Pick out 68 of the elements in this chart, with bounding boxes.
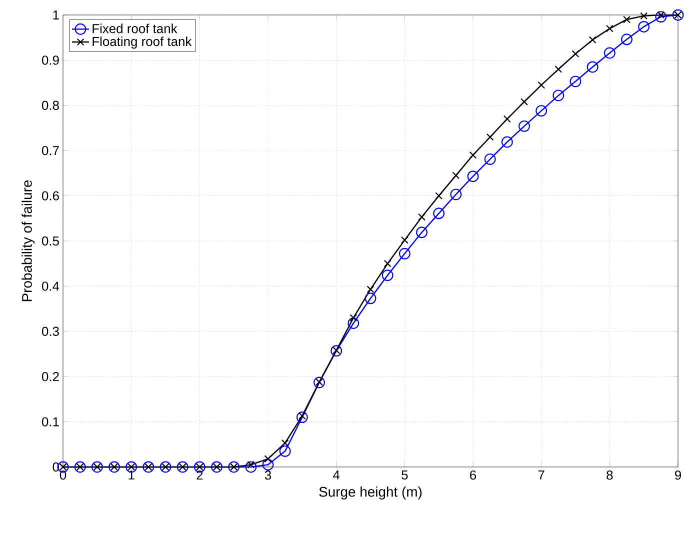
point (640, 12, 648, 20)
point (296, 412, 308, 423)
point (435, 192, 443, 200)
x-tick-label: 3 (264, 470, 272, 480)
point (623, 16, 630, 24)
point (330, 345, 342, 357)
y-tick-label: 1 (53, 10, 59, 20)
point (572, 50, 580, 58)
x-tick-label: 7 (538, 470, 544, 480)
y-tick-label: 0.4 (42, 282, 60, 291)
y-tick-label: 0.6 (42, 191, 59, 200)
x-tick-label: 1 (128, 470, 134, 480)
point (433, 208, 445, 220)
y-tick-label: 0.5 (42, 236, 59, 246)
point (366, 286, 374, 294)
point (520, 98, 528, 106)
y-tick-label: 0.2 (42, 372, 59, 382)
point (501, 136, 513, 148)
x-tick-label: 0 (60, 470, 66, 480)
point (638, 21, 650, 32)
point (416, 226, 428, 238)
point (400, 236, 408, 244)
x-tick-label: 6 (470, 470, 476, 480)
point (264, 455, 272, 463)
point (350, 314, 358, 322)
legend-label: Fixed roof tank (92, 24, 178, 34)
point (262, 458, 274, 470)
point (588, 36, 596, 44)
point (281, 439, 289, 447)
point (570, 76, 582, 88)
y-tick-label: 0.8 (42, 100, 59, 110)
point (314, 376, 325, 388)
x-tick-label: 8 (606, 470, 613, 480)
y-tick-label: 0.3 (42, 326, 59, 336)
point (621, 34, 632, 46)
point (536, 105, 548, 117)
y-tick-label: 0.9 (42, 56, 59, 65)
point (450, 188, 462, 200)
point (382, 270, 394, 282)
point (348, 318, 360, 329)
x-tick-label: 9 (675, 470, 681, 480)
x-axis-title: Surge height (m) (319, 486, 422, 500)
point (518, 120, 530, 132)
point (606, 24, 614, 32)
x-tick-label: 4 (333, 470, 340, 480)
point (467, 170, 479, 182)
point (503, 115, 511, 123)
point (364, 292, 376, 304)
point (469, 151, 477, 159)
point (538, 81, 546, 89)
point (586, 61, 598, 73)
y-tick-label: 0.7 (42, 146, 59, 156)
legend-label: Floating roof tank (92, 36, 192, 49)
point (484, 153, 496, 165)
x-tick-label: 5 (402, 470, 408, 480)
point (452, 172, 460, 180)
point (554, 66, 562, 73)
point (384, 260, 392, 268)
point (604, 47, 616, 59)
point (418, 213, 426, 221)
y-axis-title: Probability of failure (22, 180, 35, 302)
point (279, 445, 291, 457)
point (398, 248, 410, 260)
y-tick-label: 0.1 (42, 417, 59, 426)
point (552, 90, 564, 102)
point (655, 11, 667, 23)
point (245, 461, 257, 473)
point (486, 133, 494, 141)
